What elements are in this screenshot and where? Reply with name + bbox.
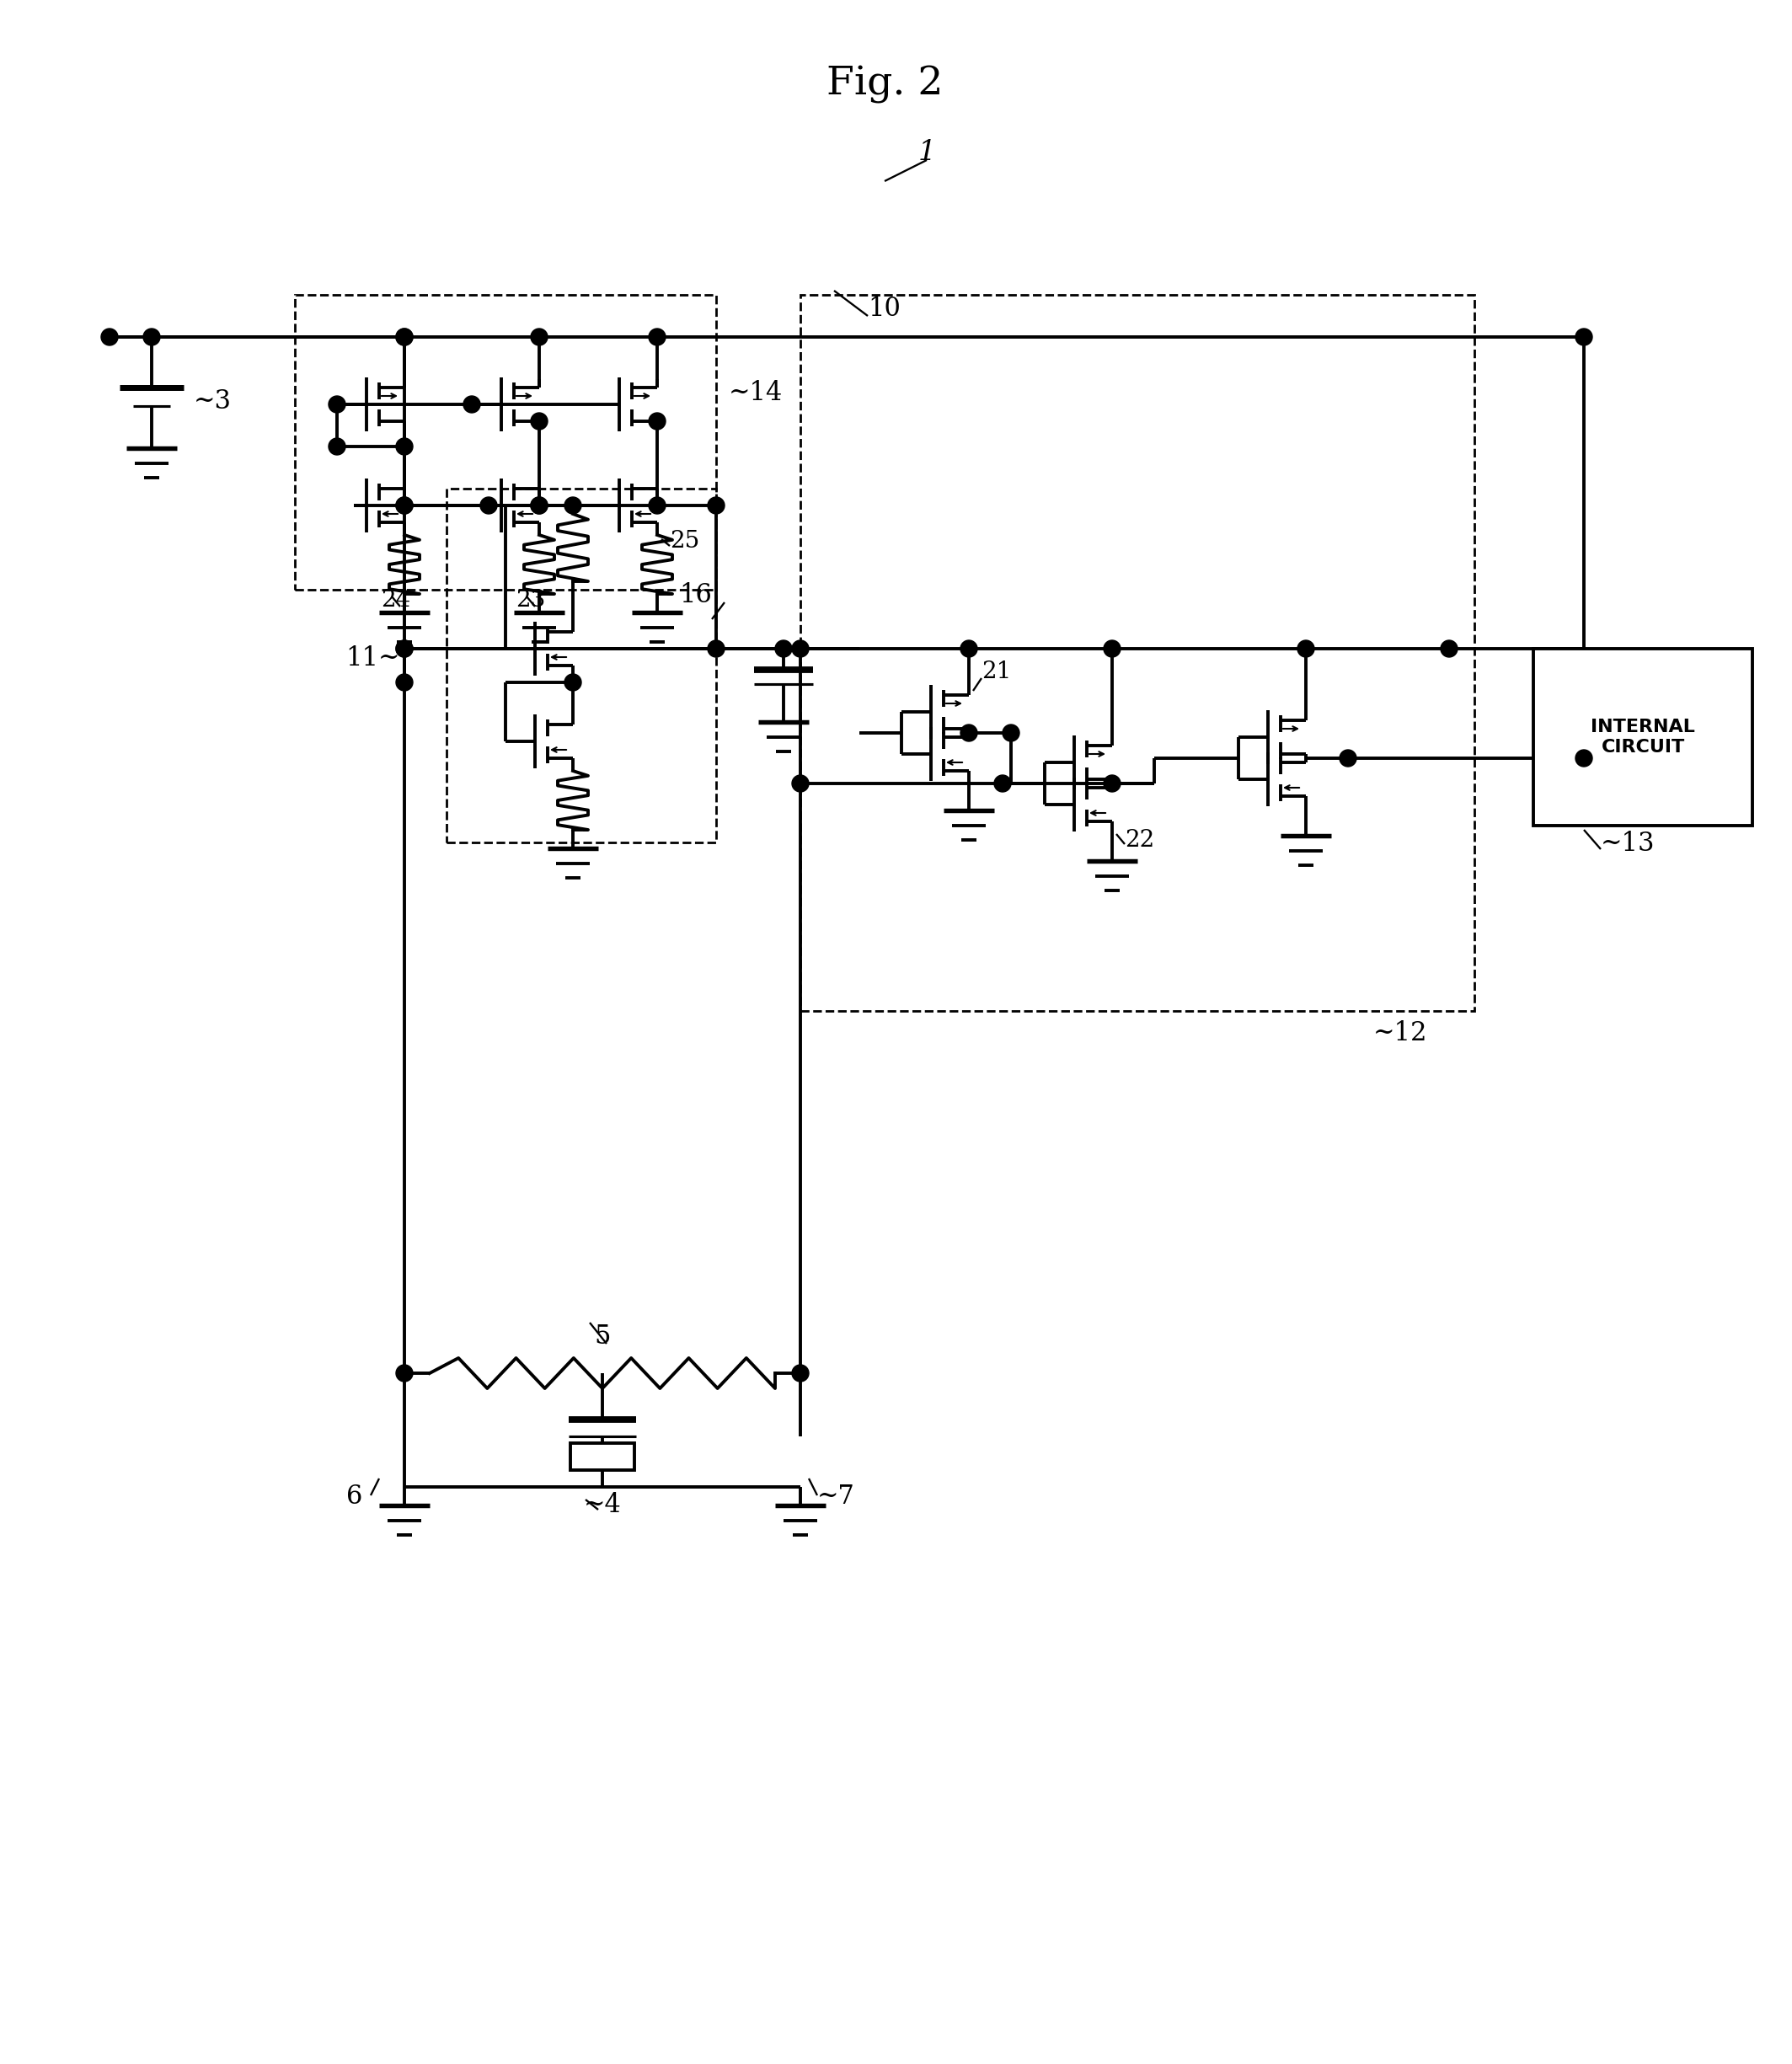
Circle shape (1297, 640, 1314, 656)
Circle shape (961, 640, 977, 656)
Circle shape (328, 396, 346, 413)
Circle shape (1002, 724, 1020, 741)
Circle shape (530, 497, 548, 514)
Text: ~4: ~4 (584, 1492, 622, 1519)
Circle shape (792, 1364, 808, 1381)
Circle shape (530, 413, 548, 429)
Circle shape (100, 328, 118, 345)
Text: 1: 1 (918, 138, 935, 165)
Circle shape (564, 675, 581, 691)
Circle shape (396, 640, 412, 656)
Circle shape (649, 497, 665, 514)
Circle shape (564, 497, 581, 514)
Text: 22: 22 (1125, 830, 1154, 852)
Circle shape (792, 640, 808, 656)
Circle shape (1575, 328, 1593, 345)
Circle shape (995, 776, 1011, 793)
Text: ~13: ~13 (1600, 830, 1656, 857)
Text: 23: 23 (516, 588, 545, 611)
Circle shape (143, 328, 159, 345)
Bar (1534, 648, 1753, 826)
Circle shape (328, 438, 346, 454)
Text: ~3: ~3 (194, 388, 231, 415)
Circle shape (1104, 776, 1120, 793)
Text: ~12: ~12 (1373, 1020, 1428, 1046)
Bar (801, 295, 1475, 1011)
Circle shape (708, 640, 724, 656)
Text: 6: 6 (346, 1484, 362, 1509)
Circle shape (776, 640, 792, 656)
Circle shape (1575, 749, 1593, 766)
Bar (446, 489, 717, 842)
Text: 25: 25 (670, 530, 699, 553)
Circle shape (1104, 640, 1120, 656)
Text: 11~: 11~ (346, 646, 400, 671)
Text: 5: 5 (595, 1323, 611, 1350)
Circle shape (1441, 640, 1457, 656)
Circle shape (396, 675, 412, 691)
Text: 10: 10 (867, 295, 901, 322)
Text: 21: 21 (982, 660, 1011, 683)
Circle shape (1340, 749, 1357, 766)
Circle shape (396, 640, 412, 656)
Circle shape (961, 724, 977, 741)
Bar (570, 1443, 634, 1470)
Circle shape (708, 497, 724, 514)
Circle shape (464, 396, 480, 413)
Circle shape (792, 776, 808, 793)
Text: 16: 16 (679, 582, 711, 609)
Circle shape (649, 413, 665, 429)
Text: 24: 24 (382, 588, 410, 611)
Bar (296, 295, 717, 590)
Circle shape (530, 328, 548, 345)
Text: ~14: ~14 (729, 380, 783, 407)
Circle shape (396, 1364, 412, 1381)
Text: INTERNAL
CIRCUIT: INTERNAL CIRCUIT (1591, 718, 1695, 755)
Circle shape (649, 328, 665, 345)
Circle shape (396, 328, 412, 345)
Circle shape (480, 497, 496, 514)
Circle shape (396, 497, 412, 514)
Circle shape (530, 497, 548, 514)
Circle shape (396, 497, 412, 514)
Circle shape (396, 438, 412, 454)
Text: Fig. 2: Fig. 2 (826, 66, 943, 103)
Circle shape (396, 328, 412, 345)
Text: ~7: ~7 (817, 1484, 855, 1509)
